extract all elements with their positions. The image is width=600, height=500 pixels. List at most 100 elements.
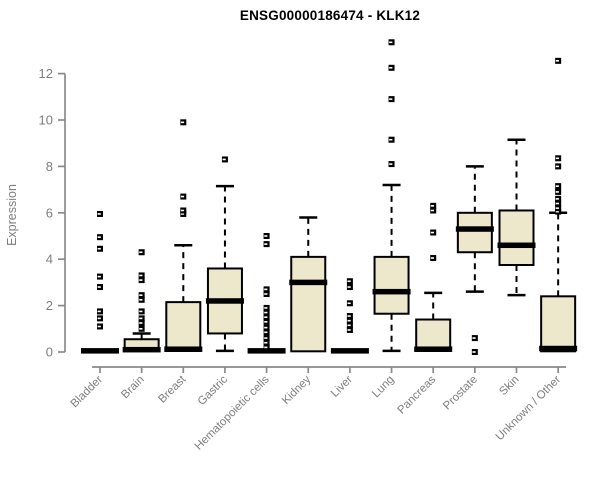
median-lung [372, 288, 411, 295]
box-prostate [456, 211, 493, 254]
y-tick-label: 8 [46, 159, 53, 174]
x-tick-label-hematopoietic-cells: Hematopoietic cells [193, 373, 272, 452]
outlier-point-slit-brain [139, 294, 143, 296]
y-tick-label: 4 [46, 252, 53, 267]
outlier-point-slit-liver [347, 324, 351, 327]
median-hematopoietic-cells [247, 348, 286, 354]
outlier-point-slit-hematopoietic-cells [264, 243, 268, 245]
outlier-point-slit-liver [347, 280, 351, 283]
outlier-point-slit-breast [180, 195, 185, 198]
median-unknown-other [539, 345, 578, 352]
outlier-point-slit-brain [139, 310, 143, 313]
outlier-point-slit-pancreas [430, 209, 434, 212]
outlier-point-slit-hematopoietic-cells [264, 311, 268, 314]
outlier-point-slit-pancreas [430, 205, 434, 207]
y-tick-label: 2 [46, 298, 53, 313]
outlier-point-slit-unknown-other [555, 165, 559, 168]
outlier-point-slit-liver [347, 286, 351, 288]
outlier-point-slit-bladder [97, 325, 101, 328]
chart-title: ENSG00000186474 - KLK12 [239, 8, 421, 23]
x-tick-label-bladder: Bladder [69, 374, 106, 411]
outlier-point-slit-unknown-other [555, 191, 559, 193]
y-tick-label: 10 [39, 113, 53, 128]
outlier-point-slit-hematopoietic-cells [264, 307, 268, 309]
outlier-point-slit-brain [139, 328, 143, 330]
outlier-point-slit-breast [180, 121, 185, 124]
outlier-point-slit-pancreas [430, 257, 434, 259]
median-prostate [455, 226, 494, 232]
outlier-point-slit-hematopoietic-cells [264, 341, 268, 344]
x-tick-label-skin: Skin [497, 374, 521, 398]
outlier-point-slit-hematopoietic-cells [264, 288, 268, 291]
x-tick-label-pancreas: Pancreas [395, 373, 438, 416]
box-breast [165, 301, 202, 352]
outlier-point-slit-hematopoietic-cells [264, 293, 268, 295]
outlier-point-slit-breast [180, 209, 185, 212]
outlier-point-slit-hematopoietic-cells [264, 346, 268, 349]
outlier-point-slit-unknown-other [555, 210, 559, 213]
outlier-point-slit-lung [389, 67, 393, 69]
outlier-point-slit-unknown-other [555, 185, 559, 187]
outlier-point-slit-liver [347, 329, 351, 331]
x-tick-label-prostate: Prostate [441, 374, 480, 413]
outlier-point-slit-unknown-other [555, 207, 559, 209]
outlier-point-slit-unknown-other [555, 60, 559, 62]
outlier-point-slit-lung [389, 41, 393, 44]
outlier-point-slit-liver [347, 302, 351, 305]
outlier-point-slit-liver [347, 319, 351, 322]
outlier-point-slit-hematopoietic-cells [264, 326, 268, 329]
outlier-point-slit-brain [139, 251, 143, 254]
y-axis-title: Expression [5, 184, 19, 246]
y-tick-label: 12 [39, 66, 53, 81]
x-tick-label-liver: Liver [329, 374, 355, 400]
outlier-point-slit-hematopoietic-cells [264, 331, 268, 334]
y-tick-label: 6 [46, 205, 53, 220]
box-skin [498, 209, 535, 266]
outlier-point-slit-breast [180, 213, 185, 215]
y-tick-label: 0 [46, 345, 53, 360]
median-pancreas [414, 346, 453, 352]
outlier-point-slit-lung [389, 98, 393, 100]
median-gastric [205, 298, 244, 304]
outlier-point-slit-unknown-other [555, 202, 559, 205]
box-kidney [290, 255, 327, 353]
outlier-point-slit-bladder [97, 275, 101, 278]
outlier-point-slit-unknown-other [555, 157, 559, 160]
outlier-point-slit-bladder [97, 236, 101, 238]
x-tick-label-brain: Brain [119, 374, 146, 401]
outlier-point-slit-lung [389, 138, 393, 141]
median-bladder [81, 348, 119, 354]
median-kidney [289, 279, 328, 286]
outlier-point-slit-bladder [97, 286, 101, 288]
outlier-point-slit-hematopoietic-cells [264, 316, 268, 318]
outlier-point-slit-prostate [472, 351, 476, 353]
outlier-point-slit-brain [139, 317, 143, 320]
outlier-point-slit-brain [139, 299, 143, 301]
outlier-point-slit-prostate [472, 337, 476, 339]
outlier-point-slit-hematopoietic-cells [264, 337, 268, 339]
outlier-point-slit-unknown-other [555, 198, 559, 200]
outlier-point-slit-brain [139, 322, 143, 324]
x-tick-label-breast: Breast [156, 373, 189, 406]
median-liver [330, 348, 369, 354]
x-tick-label-kidney: Kidney [280, 373, 314, 407]
outlier-point-slit-bladder [97, 213, 101, 215]
outlier-point-slit-bladder [97, 310, 101, 313]
outlier-point-slit-liver [347, 315, 351, 317]
box-lung [373, 255, 410, 315]
outlier-point-slit-pancreas [430, 231, 434, 234]
box-pancreas [415, 318, 452, 352]
outlier-point-slit-hematopoietic-cells [264, 321, 268, 323]
outlier-point-slit-lung [389, 163, 393, 165]
outlier-point-slit-brain [139, 279, 143, 281]
outlier-point-slit-bladder [97, 317, 101, 320]
x-tick-label-gastric: Gastric [196, 373, 230, 407]
outlier-point-slit-hematopoietic-cells [264, 235, 268, 237]
median-breast [164, 346, 203, 352]
outlier-point-slit-gastric [222, 158, 226, 161]
outlier-point-slit-bladder [97, 247, 101, 250]
outlier-point-slit-brain [139, 274, 143, 277]
median-brain [122, 346, 161, 353]
